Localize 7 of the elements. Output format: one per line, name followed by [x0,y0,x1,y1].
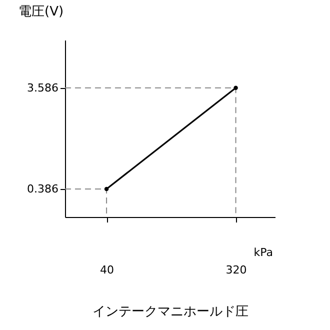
x-axis-title: インテークマニホールド圧 [92,304,248,320]
x-tick-label: 40 [100,264,114,276]
y-axis-title: 電圧(V) [18,4,64,20]
y-tick-label: 0.386 [27,182,58,196]
x-tick-label: 320 [226,264,247,276]
y-tick-label: 3.586 [27,81,58,94]
text: kPa [254,246,273,259]
